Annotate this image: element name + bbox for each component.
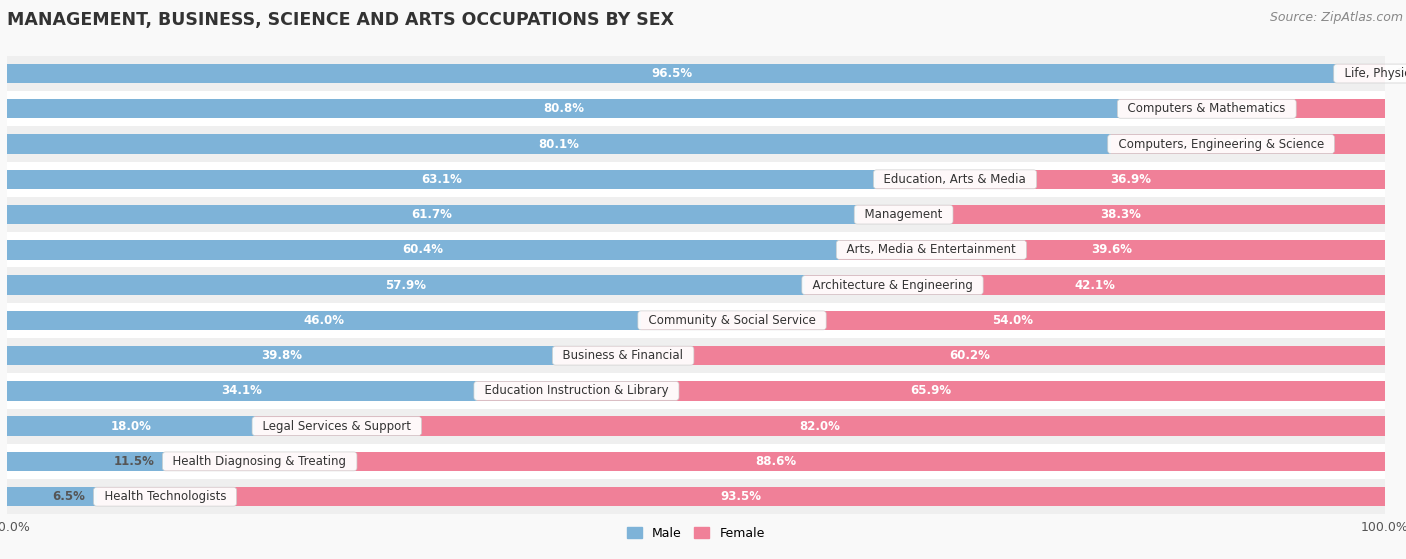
- Text: 6.5%: 6.5%: [52, 490, 86, 503]
- Bar: [1337, 64, 1385, 83]
- Bar: [7, 373, 1385, 409]
- Bar: [7, 205, 858, 224]
- Bar: [477, 381, 1385, 401]
- Text: Computers, Engineering & Science: Computers, Engineering & Science: [1111, 138, 1331, 150]
- Text: MANAGEMENT, BUSINESS, SCIENCE AND ARTS OCCUPATIONS BY SEX: MANAGEMENT, BUSINESS, SCIENCE AND ARTS O…: [7, 11, 673, 29]
- Bar: [7, 169, 876, 189]
- Text: 80.8%: 80.8%: [543, 102, 585, 115]
- Bar: [7, 134, 1111, 154]
- Bar: [7, 444, 1385, 479]
- Bar: [7, 126, 1385, 162]
- Bar: [166, 452, 1386, 471]
- Bar: [876, 169, 1385, 189]
- Text: 54.0%: 54.0%: [993, 314, 1033, 327]
- Text: Legal Services & Support: Legal Services & Support: [254, 420, 419, 433]
- Bar: [7, 91, 1385, 126]
- Text: 18.0%: 18.0%: [111, 420, 152, 433]
- Bar: [7, 197, 1385, 232]
- Bar: [839, 240, 1385, 259]
- Text: 96.5%: 96.5%: [651, 67, 692, 80]
- Text: Source: ZipAtlas.com: Source: ZipAtlas.com: [1270, 11, 1403, 24]
- Text: 65.9%: 65.9%: [910, 385, 952, 397]
- Bar: [804, 276, 1385, 295]
- Text: 88.6%: 88.6%: [755, 455, 796, 468]
- Text: Education, Arts & Media: Education, Arts & Media: [876, 173, 1033, 186]
- Text: Management: Management: [858, 208, 950, 221]
- Bar: [555, 346, 1385, 366]
- Text: 39.6%: 39.6%: [1091, 243, 1133, 257]
- Bar: [7, 303, 1385, 338]
- Text: Community & Social Service: Community & Social Service: [641, 314, 824, 327]
- Bar: [97, 487, 1385, 506]
- Bar: [1121, 99, 1385, 119]
- Text: 57.9%: 57.9%: [385, 278, 426, 292]
- Text: 80.1%: 80.1%: [538, 138, 579, 150]
- Text: Life, Physical & Social Science: Life, Physical & Social Science: [1337, 67, 1406, 80]
- Bar: [7, 487, 97, 506]
- Bar: [7, 381, 477, 401]
- Bar: [7, 232, 1385, 267]
- Text: 46.0%: 46.0%: [304, 314, 344, 327]
- Text: 82.0%: 82.0%: [800, 420, 841, 433]
- Text: 19.2%: 19.2%: [1232, 102, 1272, 115]
- Bar: [7, 479, 1385, 514]
- Bar: [7, 311, 641, 330]
- Bar: [7, 346, 555, 366]
- Text: 39.8%: 39.8%: [260, 349, 302, 362]
- Bar: [7, 64, 1337, 83]
- Bar: [7, 240, 839, 259]
- Bar: [7, 99, 1121, 119]
- Text: 38.3%: 38.3%: [1101, 208, 1142, 221]
- Bar: [1111, 134, 1385, 154]
- Bar: [7, 409, 1385, 444]
- Text: 3.5%: 3.5%: [1396, 67, 1406, 80]
- Text: 60.2%: 60.2%: [949, 349, 991, 362]
- Text: 36.9%: 36.9%: [1111, 173, 1152, 186]
- Bar: [7, 416, 254, 436]
- Legend: Male, Female: Male, Female: [623, 522, 769, 544]
- Text: Health Technologists: Health Technologists: [97, 490, 233, 503]
- Text: 11.5%: 11.5%: [114, 455, 155, 468]
- Text: 61.7%: 61.7%: [412, 208, 453, 221]
- Text: Business & Financial: Business & Financial: [555, 349, 690, 362]
- Text: Computers & Mathematics: Computers & Mathematics: [1121, 102, 1294, 115]
- Bar: [7, 338, 1385, 373]
- Text: 19.9%: 19.9%: [1227, 138, 1268, 150]
- Text: Health Diagnosing & Treating: Health Diagnosing & Treating: [166, 455, 354, 468]
- Text: Architecture & Engineering: Architecture & Engineering: [804, 278, 980, 292]
- Bar: [7, 56, 1385, 91]
- Text: 93.5%: 93.5%: [720, 490, 761, 503]
- Text: Education Instruction & Library: Education Instruction & Library: [477, 385, 676, 397]
- Text: 42.1%: 42.1%: [1074, 278, 1115, 292]
- Bar: [254, 416, 1385, 436]
- Bar: [858, 205, 1385, 224]
- Text: Arts, Media & Entertainment: Arts, Media & Entertainment: [839, 243, 1024, 257]
- Text: 34.1%: 34.1%: [222, 385, 263, 397]
- Text: 63.1%: 63.1%: [422, 173, 463, 186]
- Bar: [641, 311, 1385, 330]
- Bar: [7, 267, 1385, 303]
- Bar: [7, 162, 1385, 197]
- Bar: [7, 276, 804, 295]
- Text: 60.4%: 60.4%: [402, 243, 444, 257]
- Bar: [7, 452, 166, 471]
